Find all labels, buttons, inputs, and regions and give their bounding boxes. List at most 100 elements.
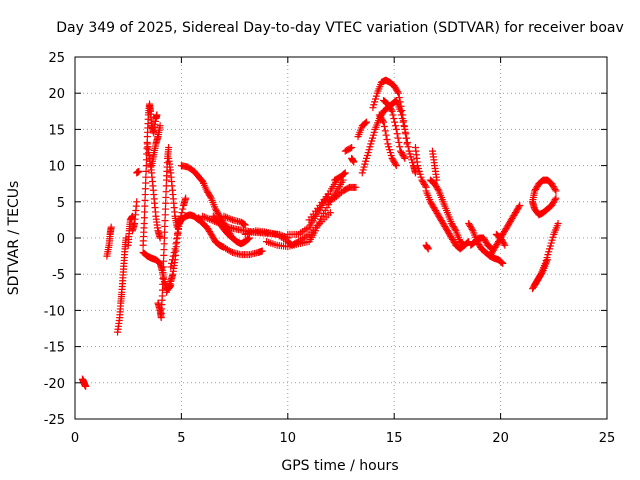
data-point [206, 193, 214, 201]
data-point [392, 162, 400, 170]
y-tick-label: -20 [44, 377, 65, 392]
data-point [411, 169, 419, 177]
data-point [352, 183, 360, 191]
data-point [463, 239, 471, 247]
data-point [400, 153, 408, 161]
data-point [380, 118, 388, 126]
data-point [515, 203, 523, 211]
data-point [396, 98, 404, 106]
data-point [396, 143, 404, 151]
data-point [241, 221, 249, 229]
y-tick-label: 25 [48, 51, 65, 66]
data-point [501, 241, 509, 249]
data-points [78, 76, 562, 390]
data-point [169, 252, 177, 260]
data-point [245, 235, 253, 243]
data-point [392, 125, 400, 133]
data-point [165, 144, 173, 151]
data-point [451, 225, 459, 233]
data-point [200, 213, 208, 221]
data-point [340, 170, 348, 178]
data-point [388, 107, 396, 115]
data-point [552, 194, 560, 202]
data-point [176, 216, 184, 224]
data-point [394, 88, 402, 96]
data-point [168, 256, 176, 264]
series-sat-e [358, 76, 430, 191]
data-point [497, 258, 505, 266]
data-point [170, 248, 178, 256]
data-point [346, 144, 354, 152]
data-point [402, 134, 410, 142]
data-point [381, 127, 389, 135]
series-sat-g [529, 176, 562, 293]
data-point [340, 170, 348, 178]
data-point [401, 154, 409, 162]
data-point [361, 120, 369, 128]
data-point [500, 240, 508, 248]
data-point [227, 215, 235, 223]
data-point [220, 212, 228, 220]
data-point [391, 160, 399, 168]
data-point [223, 214, 231, 222]
data-point [393, 130, 401, 138]
data-point [222, 213, 230, 221]
data-point [390, 115, 398, 123]
data-point [387, 106, 395, 114]
data-point [227, 233, 235, 241]
data-point [399, 111, 407, 119]
data-point [133, 198, 141, 206]
data-point [397, 102, 405, 110]
data-point [258, 247, 266, 255]
data-point [421, 182, 429, 190]
y-tick-label: 15 [48, 123, 65, 138]
axis-ticks: 0 5 10 15 20 25 -25 -20 -15 -10 -5 0 5 10 15 20 25 [44, 51, 616, 446]
chart-title: Day 349 of 2025, Sidereal Day-to-day VTE… [56, 20, 624, 36]
y-tick-label: 0 [57, 232, 65, 247]
data-point [173, 235, 181, 243]
x-axis-label: GPS time / hours [281, 458, 398, 474]
data-point [326, 209, 334, 217]
x-tick-label: 5 [177, 431, 185, 446]
data-point [362, 119, 370, 127]
data-point [182, 194, 190, 202]
data-point [179, 205, 187, 213]
y-tick-label: 5 [57, 196, 65, 211]
data-point [499, 259, 507, 267]
data-point [175, 220, 183, 228]
y-tick-label: -5 [52, 268, 65, 283]
data-point [391, 97, 399, 105]
data-point [228, 234, 236, 242]
y-axis-label: SDTVAR / TECUs [6, 181, 22, 296]
data-point [178, 209, 186, 217]
data-point [538, 268, 546, 276]
data-point [167, 263, 175, 271]
data-point [168, 259, 176, 267]
data-point [153, 111, 161, 119]
x-tick-label: 10 [280, 431, 297, 446]
data-point [383, 136, 391, 144]
data-point [322, 198, 330, 206]
x-tick-label: 25 [599, 431, 616, 446]
data-point [498, 259, 506, 267]
series-sat-b [139, 144, 202, 322]
x-tick-label: 15 [386, 431, 403, 446]
data-point [551, 196, 559, 204]
data-point [227, 247, 235, 255]
data-point [204, 214, 212, 222]
data-point [324, 197, 332, 205]
data-point [172, 240, 180, 248]
data-point [382, 131, 390, 139]
data-point [398, 107, 406, 115]
data-point [327, 196, 335, 204]
data-point [395, 94, 403, 102]
series-sat-f [422, 147, 524, 267]
data-point [380, 123, 388, 131]
series-sat-a [139, 100, 164, 249]
data-point [400, 117, 408, 125]
data-point [225, 214, 233, 222]
series-sat-d [241, 118, 371, 251]
y-tick-label: -25 [44, 413, 65, 428]
data-point [174, 230, 182, 238]
data-point [171, 245, 179, 253]
